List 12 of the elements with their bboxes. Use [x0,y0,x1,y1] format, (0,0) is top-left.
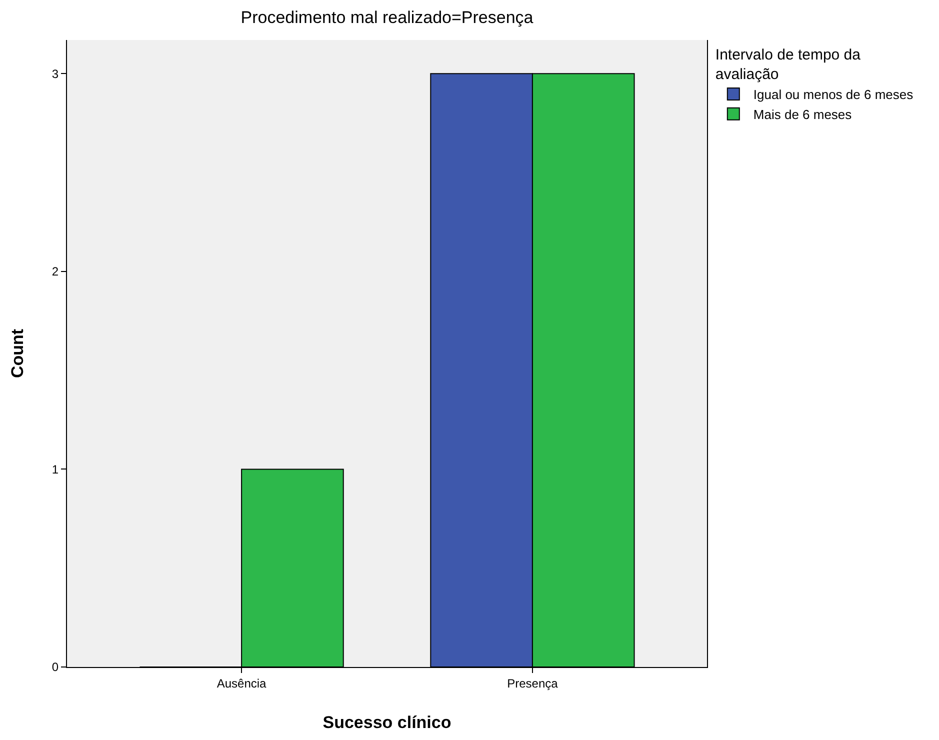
chart-title: Procedimento mal realizado=Presença [240,8,534,27]
x-tick-label: Ausência [216,676,267,690]
y-tick-label: 1 [52,462,59,476]
x-tick-label: Presença [507,676,558,690]
x-axis-title: Sucesso clínico [322,713,452,732]
y-tick-label: 3 [52,66,59,81]
legend-label: Mais de 6 meses [753,106,852,122]
legend-title: Intervalo de tempo da avaliação [715,46,862,83]
y-axis-title: Count [8,328,27,378]
y-tick-label: 2 [52,264,59,279]
y-tick-label: 0 [52,660,59,674]
legend-label: Igual ou menos de 6 meses [753,87,914,102]
